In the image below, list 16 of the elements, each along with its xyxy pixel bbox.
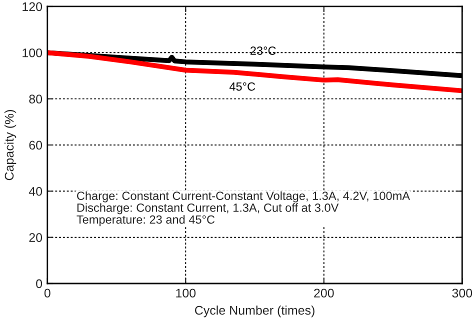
x-tick-label: 200 [314, 288, 334, 298]
x-axis-title: Cycle Number (times) [194, 306, 314, 318]
y-tick-label: 20 [29, 233, 42, 242]
y-tick-label: 60 [29, 140, 42, 150]
y-tick-label: 0 [36, 279, 42, 288]
series-label: 45°C [229, 82, 256, 91]
y-tick-label: 80 [29, 94, 42, 104]
y-tick-label: 40 [28, 186, 42, 196]
y-axis-title: Capacity (%) [4, 110, 16, 180]
x-tick-label: 0 [44, 288, 50, 298]
annotation: Charge: Constant Current-Constant Voltage, 1.3A, 4.2V, 100mA Discharge: Constant Current, 1.3A, Cut off at 3.0V Temperature: 23 and 45°C [76, 191, 410, 226]
y-tick-label: 100 [22, 48, 42, 58]
x-tick-label: 100 [176, 288, 196, 298]
series-label: 23°C [250, 46, 276, 55]
x-tick-label: 300 [452, 288, 472, 298]
y-tick-label: 120 [22, 2, 42, 12]
